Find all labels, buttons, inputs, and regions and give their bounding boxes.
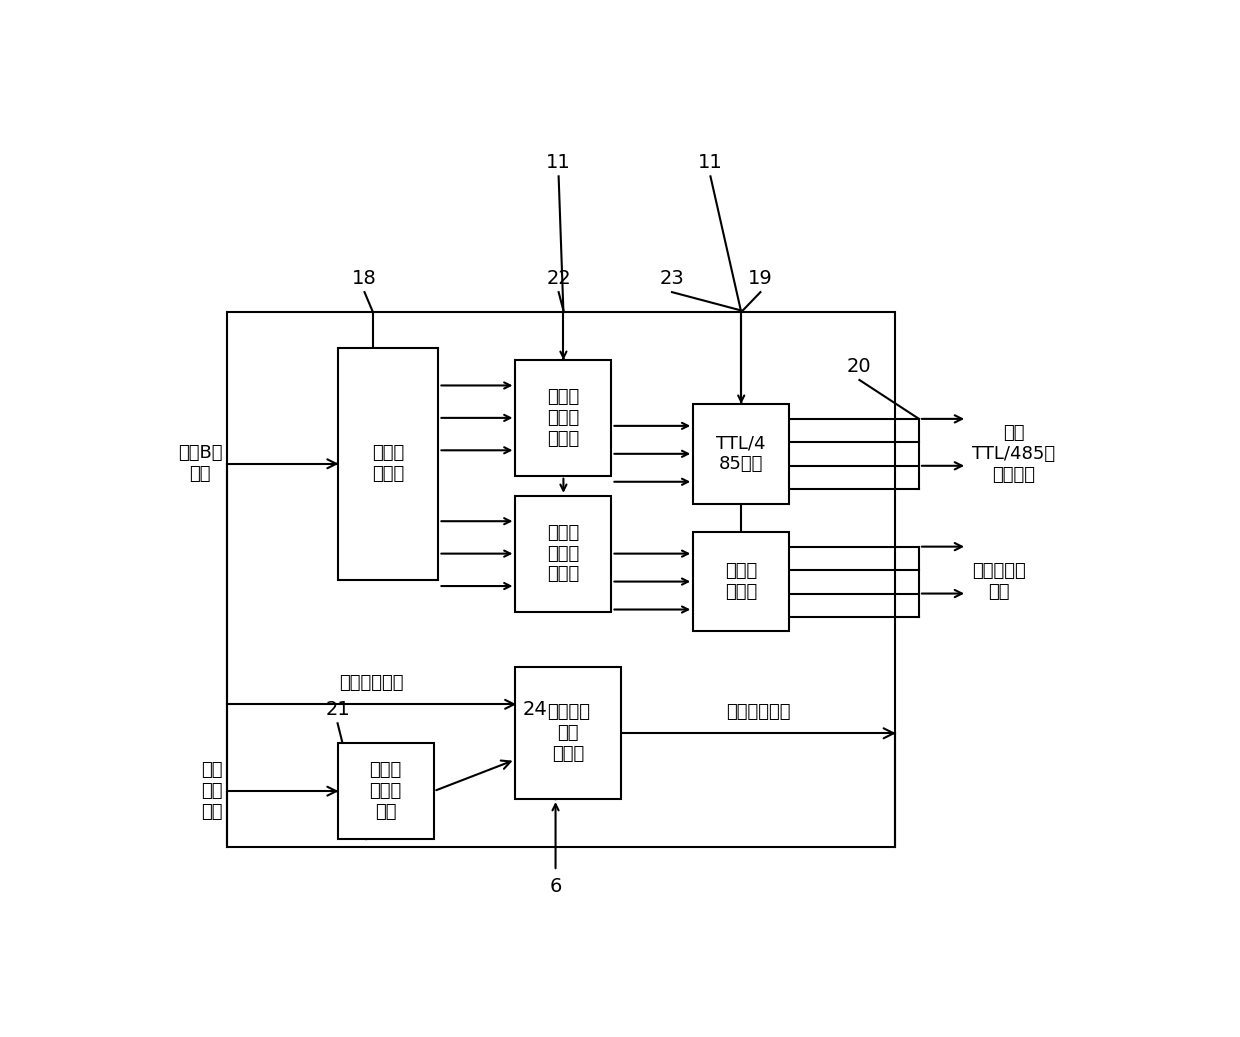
Bar bbox=[516, 668, 621, 800]
Text: 被测电口输出: 被测电口输出 bbox=[725, 703, 790, 722]
Text: 23: 23 bbox=[660, 270, 684, 288]
Text: 第三两路
程控
继电器: 第三两路 程控 继电器 bbox=[547, 703, 590, 763]
Bar bbox=[693, 403, 790, 504]
Text: 第一扩
展模块: 第一扩 展模块 bbox=[372, 445, 404, 483]
Text: 11: 11 bbox=[547, 153, 570, 172]
Text: 被测
输入
光口: 被测 输入 光口 bbox=[201, 761, 222, 821]
Text: 被测输入电口: 被测输入电口 bbox=[339, 674, 403, 693]
Text: 第二两
路程控
继电器: 第二两 路程控 继电器 bbox=[547, 524, 579, 584]
Text: TTL/4
85模块: TTL/4 85模块 bbox=[717, 435, 766, 473]
Bar bbox=[516, 496, 611, 612]
Text: 20: 20 bbox=[847, 357, 872, 376]
Text: 两路
TTL/485可
配标准源: 两路 TTL/485可 配标准源 bbox=[972, 424, 1055, 483]
Text: 22: 22 bbox=[547, 270, 570, 288]
Text: 两路光口标
准源: 两路光口标 准源 bbox=[972, 562, 1025, 601]
Text: 第一光
电转化
模块: 第一光 电转化 模块 bbox=[370, 761, 402, 821]
Text: 19: 19 bbox=[748, 270, 773, 288]
Bar bbox=[227, 312, 895, 847]
Text: 标准B码
输入: 标准B码 输入 bbox=[177, 445, 222, 483]
Text: 11: 11 bbox=[698, 153, 723, 172]
Bar bbox=[337, 348, 439, 580]
Bar bbox=[516, 360, 611, 476]
Text: 6: 6 bbox=[549, 876, 562, 896]
Text: 24: 24 bbox=[522, 700, 547, 720]
Text: 18: 18 bbox=[352, 270, 377, 288]
Text: 电光转
化模块: 电光转 化模块 bbox=[725, 562, 758, 601]
Bar bbox=[337, 744, 434, 839]
Bar bbox=[693, 532, 790, 632]
Text: 21: 21 bbox=[325, 700, 350, 720]
Text: 第一两
路程控
继电器: 第一两 路程控 继电器 bbox=[547, 388, 579, 448]
